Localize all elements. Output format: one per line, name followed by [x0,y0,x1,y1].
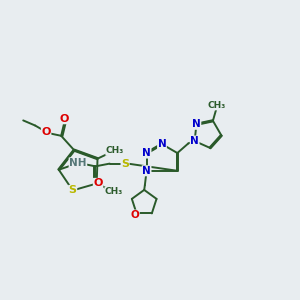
Text: N: N [142,166,151,176]
Text: S: S [121,159,129,169]
Text: O: O [41,127,51,137]
Text: N: N [190,136,199,146]
Text: S: S [69,185,77,195]
Text: CH₃: CH₃ [207,101,226,110]
Text: N: N [158,139,166,149]
Text: O: O [93,178,103,188]
Text: CH₃: CH₃ [105,187,123,196]
Text: N: N [142,148,151,158]
Text: O: O [130,210,139,220]
Text: NH: NH [69,158,87,168]
Text: O: O [60,114,69,124]
Text: CH₃: CH₃ [106,146,124,155]
Text: N: N [192,119,201,129]
